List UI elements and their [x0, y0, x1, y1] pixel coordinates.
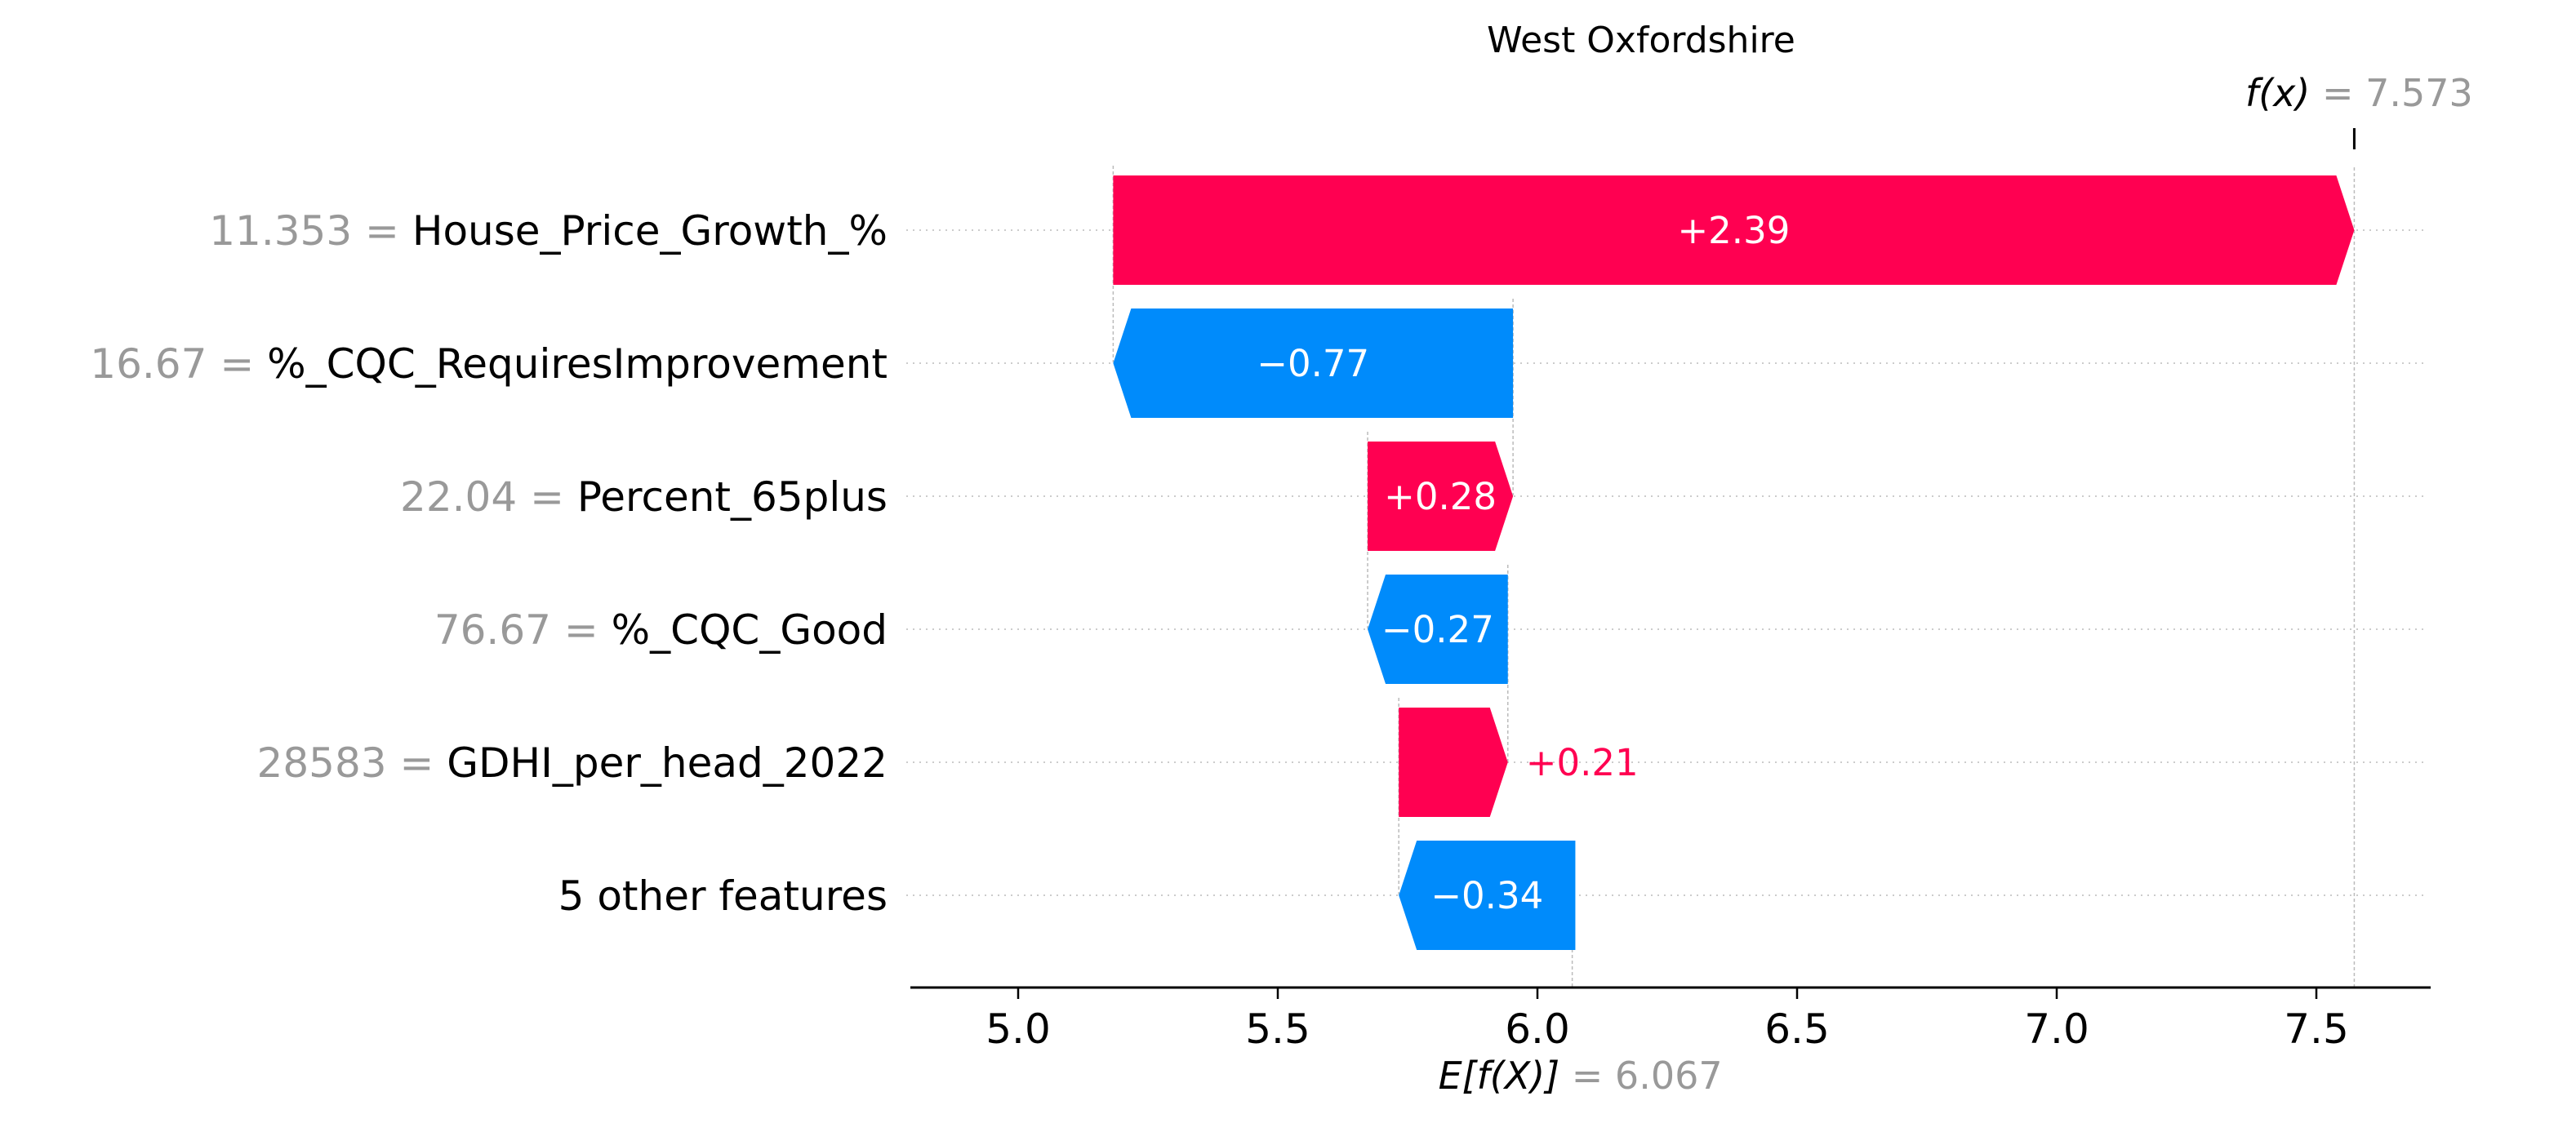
contribution-bar [1368, 442, 1514, 551]
output-value-label: f(x) = 7.573 [2245, 71, 2473, 115]
bar-value-label: −0.77 [1257, 342, 1369, 385]
x-tick-label: 6.0 [1505, 1005, 1570, 1053]
x-axis: 5.0 5.5 6.0 6.5 7.0 7.5 [910, 986, 2431, 1053]
bar-value-label: −0.34 [1430, 874, 1543, 917]
feature-label: 5 other features [558, 872, 888, 920]
contribution-bar [1113, 308, 1514, 418]
feature-label: 16.67 = %_CQC_RequiresImprovement [90, 340, 888, 388]
contribution-bar [1399, 841, 1576, 950]
bar-value-label: −0.27 [1381, 608, 1494, 651]
bar-value-label: +0.28 [1384, 475, 1497, 518]
feature-labels: 11.353 = House_Price_Growth_% 16.67 = %_C… [90, 207, 888, 920]
x-tick-label: 5.0 [985, 1005, 1051, 1053]
x-tick-label: 6.5 [1764, 1005, 1830, 1053]
contribution-bar [1113, 175, 2355, 285]
x-tick-label: 7.0 [2024, 1005, 2089, 1053]
bar-value-label: +0.21 [1526, 741, 1639, 784]
connector-lines [1112, 166, 2356, 988]
chart-title: West Oxfordshire [1487, 20, 1795, 61]
bar-value-label: +2.39 [1677, 209, 1790, 252]
contribution-bars: +2.39 −0.77 +0.28 −0.27 +0.21 −0.34 [1113, 175, 2355, 950]
feature-label: 22.04 = Percent_65plus [400, 473, 888, 521]
contribution-bar [1368, 575, 1508, 684]
feature-label: 11.353 = House_Price_Growth_% [209, 207, 888, 255]
contribution-bar [1399, 708, 1508, 817]
x-tick-label: 7.5 [2284, 1005, 2349, 1053]
feature-label: 28583 = GDHI_per_head_2022 [257, 739, 888, 787]
feature-label: 76.67 = %_CQC_Good [434, 606, 888, 654]
base-value-label: E[f(X)] = 6.067 [1439, 1054, 1723, 1098]
x-tick-label: 5.5 [1245, 1005, 1310, 1053]
value-annotations: f(x) = 7.573 E[f(X)] = 6.067 [1439, 71, 2473, 1098]
